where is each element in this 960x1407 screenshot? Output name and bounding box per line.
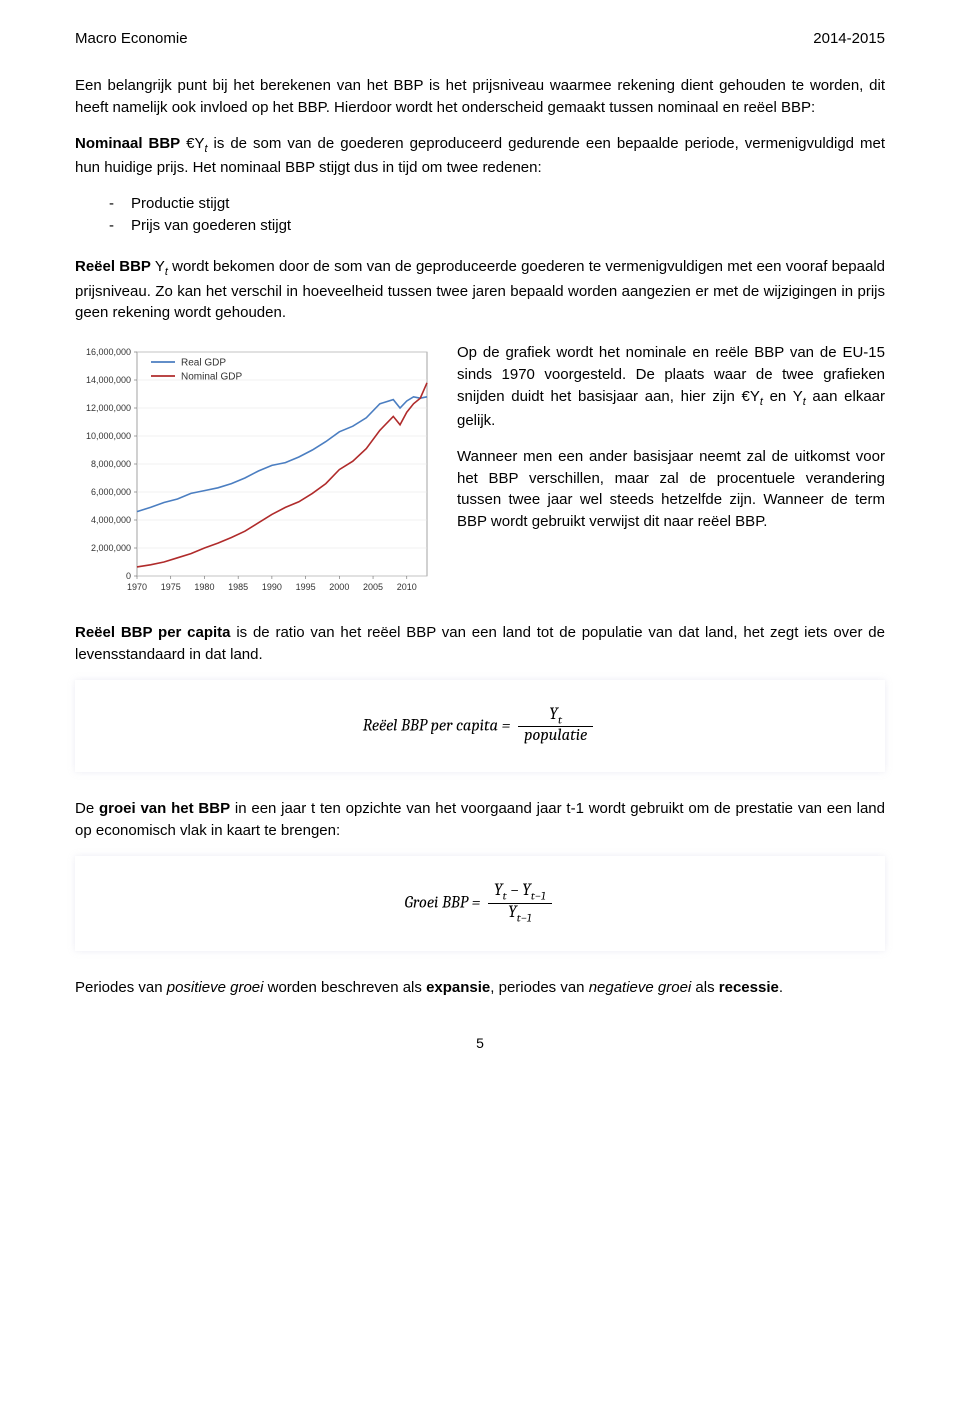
svg-text:14,000,000: 14,000,000 bbox=[86, 375, 131, 385]
svg-text:1985: 1985 bbox=[228, 582, 248, 592]
percapita-paragraph: Reëel BBP per capita is de ratio van het… bbox=[75, 622, 885, 666]
growth-bold: groei van het BBP bbox=[99, 800, 230, 817]
formula-growth: Groei BBP = Yt − Yt−1 Yt−1 bbox=[75, 856, 885, 951]
expansion-recession-paragraph: Periodes van positieve groei worden besc… bbox=[75, 977, 885, 999]
list-item: Prijs van goederen stijgt bbox=[131, 215, 885, 238]
svg-text:4,000,000: 4,000,000 bbox=[91, 515, 131, 525]
intro-paragraph: Een belangrijk punt bij het berekenen va… bbox=[75, 75, 885, 119]
formula-percapita: Reëel BBP per capita = Yt populatie bbox=[75, 680, 885, 773]
gdp-line-chart: 0 2,000,000 4,000,000 6,000,000 8,000,000 10,… bbox=[75, 342, 435, 600]
svg-text:1990: 1990 bbox=[262, 582, 282, 592]
real-paragraph: Reëel BBP Yt wordt bekomen door de som v… bbox=[75, 256, 885, 324]
growth-paragraph: De groei van het BBP in een jaar t ten o… bbox=[75, 798, 885, 842]
svg-text:2005: 2005 bbox=[363, 582, 383, 592]
svg-text:Real GDP: Real GDP bbox=[181, 358, 226, 369]
svg-text:1975: 1975 bbox=[161, 582, 181, 592]
svg-text:2,000,000: 2,000,000 bbox=[91, 543, 131, 553]
fraction: Yt − Yt−1 Yt−1 bbox=[488, 882, 552, 925]
chart-side-text: Op de grafiek wordt het nominale en reël… bbox=[457, 342, 885, 600]
fraction: Yt populatie bbox=[518, 706, 593, 747]
svg-text:0: 0 bbox=[126, 571, 131, 581]
svg-text:2010: 2010 bbox=[397, 582, 417, 592]
formula-lhs: Groei BBP = bbox=[404, 893, 480, 912]
svg-text:Nominal GDP: Nominal GDP bbox=[181, 372, 242, 383]
page-header: Macro Economie 2014-2015 bbox=[75, 30, 885, 47]
svg-text:16,000,000: 16,000,000 bbox=[86, 347, 131, 357]
chart-desc-1: Op de grafiek wordt het nominale en reël… bbox=[457, 342, 885, 432]
svg-text:1970: 1970 bbox=[127, 582, 147, 592]
formula-lhs: Reëel BBP per capita = bbox=[363, 716, 511, 735]
header-right: 2014-2015 bbox=[813, 30, 885, 47]
gdp-chart-container: 0 2,000,000 4,000,000 6,000,000 8,000,000 10,… bbox=[75, 342, 435, 600]
percapita-label: Reëel BBP per capita bbox=[75, 624, 231, 641]
svg-text:1995: 1995 bbox=[296, 582, 316, 592]
document-page: Macro Economie 2014-2015 Een belangrijk … bbox=[0, 0, 960, 1091]
svg-text:6,000,000: 6,000,000 bbox=[91, 487, 131, 497]
svg-text:8,000,000: 8,000,000 bbox=[91, 459, 131, 469]
svg-text:10,000,000: 10,000,000 bbox=[86, 431, 131, 441]
real-bbp-y: Y bbox=[151, 258, 165, 275]
nominal-bbp-eur-y: €Y bbox=[180, 135, 204, 152]
list-item: Productie stijgt bbox=[131, 193, 885, 216]
nominal-paragraph: Nominaal BBP €Yt is de som van de goeder… bbox=[75, 133, 885, 179]
nominal-bbp-label: Nominaal BBP bbox=[75, 135, 180, 152]
svg-text:2000: 2000 bbox=[329, 582, 349, 592]
real-bbp-text: wordt bekomen door de som van de geprodu… bbox=[75, 258, 885, 321]
reasons-list: Productie stijgt Prijs van goederen stij… bbox=[75, 193, 885, 238]
svg-text:1980: 1980 bbox=[194, 582, 214, 592]
chart-desc-2: Wanneer men een ander basisjaar neemt za… bbox=[457, 446, 885, 533]
svg-text:12,000,000: 12,000,000 bbox=[86, 403, 131, 413]
real-bbp-label: Reëel BBP bbox=[75, 258, 151, 275]
page-number: 5 bbox=[75, 1035, 885, 1051]
header-left: Macro Economie bbox=[75, 30, 188, 47]
chart-and-text-row: 0 2,000,000 4,000,000 6,000,000 8,000,000 10,… bbox=[75, 342, 885, 600]
